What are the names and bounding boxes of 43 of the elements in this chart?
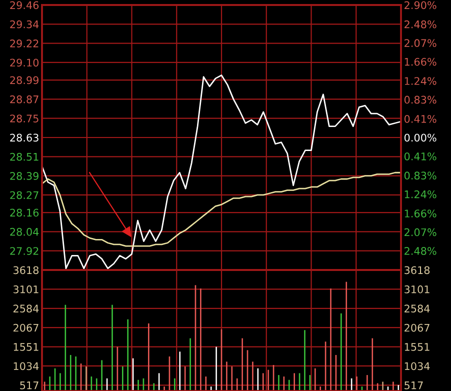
y-tick-label: 29.22: [10, 40, 38, 48]
y-tick-label: 29.46: [10, 1, 39, 10]
y2-tick-label: 0.83%: [404, 96, 436, 104]
y-tick-label: 28.75: [10, 114, 38, 122]
y2-tick-label: 1.66%: [404, 58, 436, 66]
y-tick-label: 28.27: [10, 191, 38, 200]
y2-tick-label: 3618: [404, 266, 430, 274]
y2-tick-label: 0.41%: [404, 152, 436, 160]
y-tick-label: 1551: [14, 343, 38, 351]
y-tick-label: 27.92: [10, 247, 38, 255]
y2-tick-label: 0.83%: [404, 172, 436, 180]
y-tick-label: 517: [20, 382, 38, 390]
y2-tick-label: 2584: [404, 304, 430, 313]
y2-tick-label: 3101: [404, 285, 430, 294]
y-tick-label: 2584: [13, 304, 39, 313]
y2-tick-label: 0.41%: [404, 114, 436, 123]
y2-tick-label: 1551: [404, 343, 430, 351]
line-series: [42, 172, 401, 247]
y-tick-label: 29.34: [10, 20, 39, 28]
y2-tick-label: 2.07%: [404, 228, 436, 236]
y-tick-label: 28.04: [10, 228, 39, 236]
y-tick-label: 29.10: [10, 58, 39, 67]
y2-tick-label: 1.24%: [404, 77, 436, 85]
y-tick-label: 2067: [13, 324, 38, 332]
y2-tick-label: 2.90%: [404, 1, 436, 10]
y-tick-label: 28.63: [10, 134, 38, 142]
y-tick-label: 3101: [14, 285, 38, 294]
y-tick-label: 28.99: [10, 76, 38, 84]
y-tick-label: 28.39: [10, 172, 38, 180]
y2-tick-label: 0.00%: [404, 134, 436, 142]
y2-tick-label: 1.24%: [404, 190, 436, 198]
y2-tick-label: 517: [404, 382, 423, 390]
y2-tick-label: 2.07%: [404, 39, 436, 48]
y-tick-label: 28.87: [10, 95, 38, 104]
y2-tick-label: 1034: [404, 362, 430, 370]
y-tick-label: 28.16: [10, 208, 39, 217]
y2-tick-label: 2.48%: [404, 247, 436, 255]
y2-tick-label: 1.66%: [404, 210, 436, 218]
y2-tick-label: 2067: [404, 324, 430, 332]
y-tick-label: 3618: [14, 266, 39, 274]
y2-tick-label: 2.48%: [404, 20, 436, 28]
y-tick-label: 28.51: [10, 152, 38, 161]
y-tick-label: 1034: [14, 362, 39, 370]
